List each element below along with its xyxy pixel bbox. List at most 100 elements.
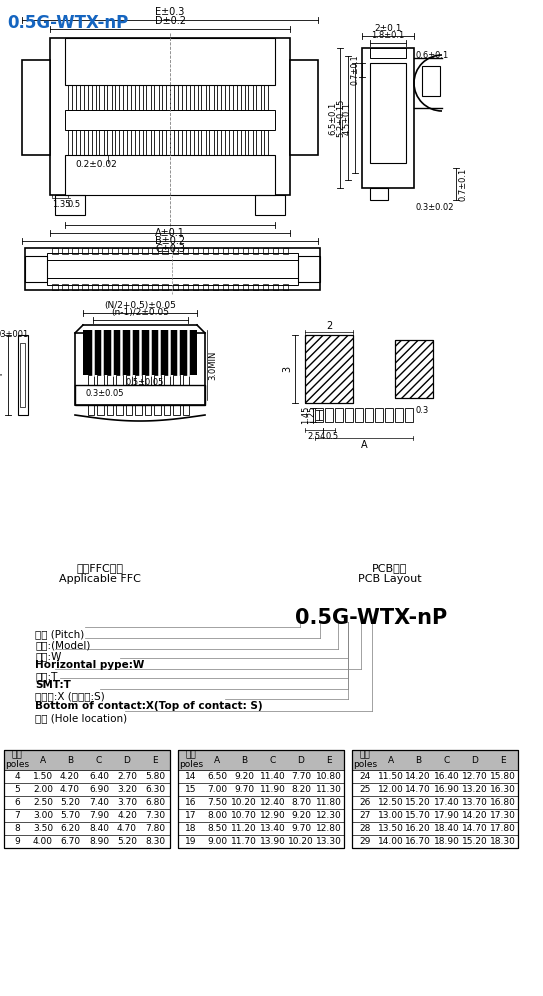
Text: 15.20: 15.20 — [405, 798, 431, 807]
Bar — [283, 284, 288, 290]
Text: 17.90: 17.90 — [434, 811, 460, 820]
Bar — [4, 809, 170, 822]
Bar — [76, 130, 80, 155]
Bar — [325, 408, 333, 422]
Bar — [154, 375, 161, 385]
Text: 2.50: 2.50 — [33, 798, 53, 807]
Bar — [107, 405, 113, 415]
Text: 13.20: 13.20 — [462, 785, 488, 794]
Bar — [135, 375, 142, 385]
Bar — [290, 60, 318, 155]
Bar — [123, 130, 127, 155]
Text: 11.80: 11.80 — [316, 798, 342, 807]
Text: 18.40: 18.40 — [434, 824, 460, 833]
Bar — [138, 85, 143, 110]
Bar — [142, 284, 148, 290]
Text: 9: 9 — [14, 837, 20, 846]
Text: A: A — [388, 756, 394, 765]
Text: 0.7±0.1: 0.7±0.1 — [350, 55, 359, 86]
Bar — [65, 110, 275, 130]
Bar — [4, 750, 170, 848]
Text: 13.00: 13.00 — [378, 811, 404, 820]
Bar — [22, 60, 50, 155]
Bar — [193, 248, 198, 254]
Text: D: D — [471, 756, 478, 765]
Bar — [154, 130, 159, 155]
Text: 16.40: 16.40 — [434, 772, 460, 781]
Bar — [352, 822, 518, 835]
Text: 6.20: 6.20 — [60, 824, 80, 833]
Bar — [88, 405, 94, 415]
Bar — [62, 284, 67, 290]
Bar — [335, 408, 343, 422]
Text: 8.00: 8.00 — [207, 811, 227, 820]
Text: 型号:(Model): 型号:(Model) — [35, 640, 90, 650]
Text: 6: 6 — [14, 798, 20, 807]
Bar — [162, 85, 167, 110]
Text: A±0.1: A±0.1 — [155, 228, 185, 238]
Bar — [273, 284, 279, 290]
Text: SMT:T: SMT:T — [35, 680, 71, 690]
Bar — [193, 284, 198, 290]
Text: 4.5±0.1: 4.5±0.1 — [343, 102, 352, 134]
Bar — [375, 408, 383, 422]
Text: 11.20: 11.20 — [231, 824, 257, 833]
Bar — [193, 85, 198, 110]
Bar — [225, 85, 229, 110]
Text: 12.90: 12.90 — [260, 811, 286, 820]
Bar — [20, 343, 25, 407]
Bar — [352, 783, 518, 796]
Text: 13.90: 13.90 — [260, 837, 286, 846]
Bar — [173, 248, 178, 254]
Bar — [201, 85, 206, 110]
Text: 4.20: 4.20 — [117, 811, 137, 820]
Text: 适用FFC尺法: 适用FFC尺法 — [77, 563, 123, 573]
Bar — [162, 130, 167, 155]
Bar — [298, 256, 320, 282]
Text: 7.50: 7.50 — [207, 798, 227, 807]
Bar — [4, 835, 170, 848]
Bar — [223, 284, 228, 290]
Text: 3.20: 3.20 — [117, 785, 137, 794]
Bar — [99, 85, 104, 110]
Text: 2±0.1: 2±0.1 — [374, 24, 402, 33]
Text: 3.70: 3.70 — [117, 798, 137, 807]
Bar — [4, 796, 170, 809]
Bar — [112, 284, 118, 290]
Bar — [201, 130, 206, 155]
Text: 3.0MIN: 3.0MIN — [208, 351, 217, 379]
Bar — [249, 85, 253, 110]
Bar — [47, 253, 298, 285]
Text: 10.70: 10.70 — [231, 811, 257, 820]
Bar — [115, 130, 119, 155]
Bar — [183, 405, 190, 415]
Text: 7.70: 7.70 — [291, 772, 311, 781]
Bar — [213, 248, 218, 254]
Text: A: A — [214, 756, 220, 765]
Bar — [52, 248, 58, 254]
Text: (N/2+0.5)±0.05: (N/2+0.5)±0.05 — [104, 301, 176, 310]
Bar — [243, 284, 248, 290]
Bar — [68, 85, 72, 110]
Text: 0.3: 0.3 — [415, 406, 428, 415]
Bar — [241, 85, 245, 110]
Text: 25: 25 — [359, 785, 371, 794]
Bar — [135, 405, 142, 415]
Text: 0.5±0.05: 0.5±0.05 — [125, 378, 163, 387]
Bar — [4, 783, 170, 796]
Text: 孔位
poles: 孔位 poles — [5, 751, 29, 769]
Text: PCB尺法: PCB尺法 — [372, 563, 408, 573]
Bar — [4, 822, 170, 835]
Bar — [4, 750, 170, 770]
Text: 6.30: 6.30 — [145, 785, 165, 794]
Bar — [123, 85, 127, 110]
Text: A: A — [40, 756, 46, 765]
Text: 孔位
poles: 孔位 poles — [179, 751, 203, 769]
Text: B: B — [415, 756, 421, 765]
Bar — [55, 195, 85, 215]
Bar — [182, 284, 188, 290]
Bar — [395, 340, 433, 398]
Text: 7.00: 7.00 — [207, 785, 227, 794]
Text: 9.20: 9.20 — [234, 772, 254, 781]
Text: 6.5±0.1: 6.5±0.1 — [328, 102, 337, 134]
